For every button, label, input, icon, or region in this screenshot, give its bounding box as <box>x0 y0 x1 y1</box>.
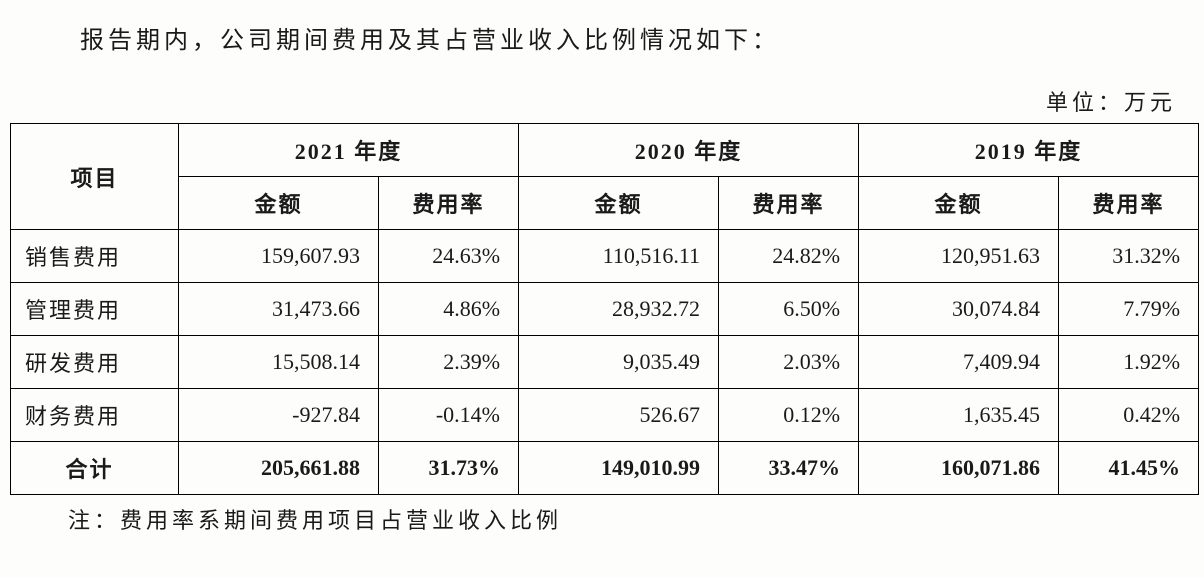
cell-amount: 7,409.94 <box>859 336 1059 389</box>
total-label: 合计 <box>11 442 179 495</box>
table-row: 财务费用 -927.84 -0.14% 526.67 0.12% 1,635.4… <box>11 389 1199 442</box>
row-label: 管理费用 <box>11 283 179 336</box>
cell-rate: 2.39% <box>379 336 519 389</box>
cell-rate: 31.32% <box>1059 230 1199 283</box>
subheader-amount: 金额 <box>519 177 719 230</box>
cell-rate: 31.73% <box>379 442 519 495</box>
cell-rate: 0.12% <box>719 389 859 442</box>
cell-amount: 30,074.84 <box>859 283 1059 336</box>
table-row: 销售费用 159,607.93 24.63% 110,516.11 24.82%… <box>11 230 1199 283</box>
expense-table: 项目 2021 年度 2020 年度 2019 年度 金额 费用率 金额 费用率… <box>10 123 1199 495</box>
footnote-text: 注：费用率系期间费用项目占营业收入比例 <box>68 503 1194 535</box>
subheader-rate: 费用率 <box>379 177 519 230</box>
cell-rate: 0.42% <box>1059 389 1199 442</box>
cell-amount: -927.84 <box>179 389 379 442</box>
row-label: 销售费用 <box>11 230 179 283</box>
cell-rate: 24.82% <box>719 230 859 283</box>
table-row: 管理费用 31,473.66 4.86% 28,932.72 6.50% 30,… <box>11 283 1199 336</box>
cell-amount: 160,071.86 <box>859 442 1059 495</box>
cell-amount: 110,516.11 <box>519 230 719 283</box>
cell-amount: 1,635.45 <box>859 389 1059 442</box>
cell-rate: 41.45% <box>1059 442 1199 495</box>
cell-amount: 526.67 <box>519 389 719 442</box>
header-period-2020: 2020 年度 <box>519 124 859 177</box>
table-row-total: 合计 205,661.88 31.73% 149,010.99 33.47% 1… <box>11 442 1199 495</box>
header-period-2019: 2019 年度 <box>859 124 1199 177</box>
header-period-2021: 2021 年度 <box>179 124 519 177</box>
row-label: 财务费用 <box>11 389 179 442</box>
row-label: 研发费用 <box>11 336 179 389</box>
cell-amount: 149,010.99 <box>519 442 719 495</box>
cell-amount: 205,661.88 <box>179 442 379 495</box>
unit-label: 单位：万元 <box>10 85 1176 117</box>
cell-rate: -0.14% <box>379 389 519 442</box>
subheader-amount: 金额 <box>179 177 379 230</box>
cell-amount: 31,473.66 <box>179 283 379 336</box>
cell-amount: 28,932.72 <box>519 283 719 336</box>
subheader-rate: 费用率 <box>719 177 859 230</box>
cell-amount: 159,607.93 <box>179 230 379 283</box>
cell-amount: 120,951.63 <box>859 230 1059 283</box>
cell-amount: 15,508.14 <box>179 336 379 389</box>
cell-rate: 6.50% <box>719 283 859 336</box>
cell-rate: 24.63% <box>379 230 519 283</box>
subheader-rate: 费用率 <box>1059 177 1199 230</box>
cell-rate: 33.47% <box>719 442 859 495</box>
subheader-amount: 金额 <box>859 177 1059 230</box>
cell-rate: 1.92% <box>1059 336 1199 389</box>
cell-amount: 9,035.49 <box>519 336 719 389</box>
intro-text: 报告期内，公司期间费用及其占营业收入比例情况如下： <box>80 20 1194 55</box>
table-row: 研发费用 15,508.14 2.39% 9,035.49 2.03% 7,40… <box>11 336 1199 389</box>
cell-rate: 4.86% <box>379 283 519 336</box>
cell-rate: 2.03% <box>719 336 859 389</box>
cell-rate: 7.79% <box>1059 283 1199 336</box>
header-project: 项目 <box>11 124 179 230</box>
